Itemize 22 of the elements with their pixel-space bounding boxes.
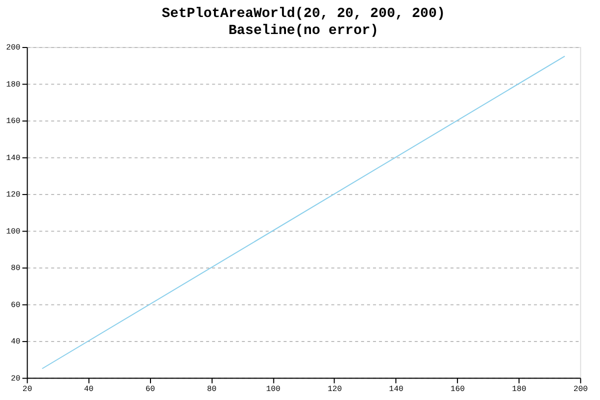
y-tick-label: 100 [6,227,21,236]
y-tick-label: 140 [6,154,21,163]
x-tick-label: 60 [146,385,156,394]
y-tick-label: 180 [6,80,21,90]
x-tick-label: 180 [512,385,527,394]
x-tick-label: 100 [266,385,281,394]
y-tick-label: 40 [10,338,21,347]
y-tick-label: 200 [6,44,21,52]
y-tick-label: 160 [6,117,21,126]
y-tick-label: 120 [6,190,21,200]
x-tick-label: 160 [450,385,466,394]
x-tick-label: 80 [206,385,217,394]
x-tick-label: 140 [389,385,404,394]
x-tick-label: 20 [22,385,32,394]
x-tick-label: 200 [573,385,588,394]
y-tick-label: 80 [10,264,21,274]
y-tick-label: 60 [10,300,21,310]
x-tick-label: 120 [328,385,342,394]
y-tick-label: 20 [10,374,21,384]
chart-subtitle: Baseline(no error) [228,23,378,40]
chart-title: SetPlotAreaWorld(20, 20, 200, 200) [162,6,446,22]
x-tick-label: 40 [84,385,94,394]
